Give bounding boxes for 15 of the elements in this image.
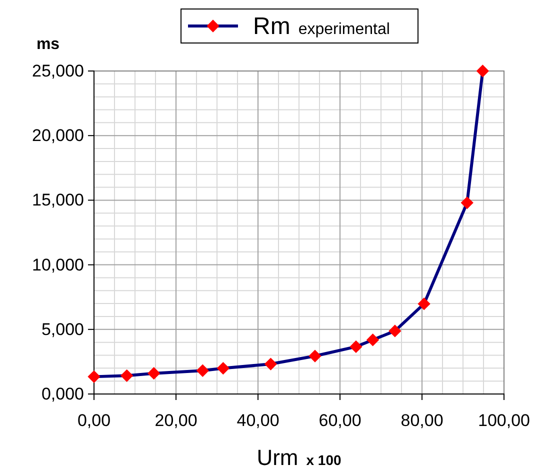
x-tick-label: 100,00	[478, 411, 530, 430]
x-tick-label: 20,00	[154, 411, 198, 430]
x-axis-title: Urm x 100	[256, 445, 342, 470]
x-tick-label: 0,00	[77, 411, 111, 430]
y-tick-label: 0,000	[41, 384, 84, 404]
y-tick-label: 10,000	[32, 255, 84, 274]
y-tick-label: 5,000	[41, 320, 84, 339]
x-tick-label: 60,00	[318, 411, 362, 430]
legend-label: Rm experimental	[253, 13, 390, 40]
x-tick-label: 40,00	[236, 411, 280, 430]
x-tick-label: 80,00	[400, 411, 444, 430]
y-tick-label: 20,000	[32, 126, 84, 146]
y-tick-label: 25,000	[32, 61, 84, 80]
y-axis-title: ms	[36, 36, 60, 53]
y-tick-label: 15,000	[32, 190, 84, 210]
